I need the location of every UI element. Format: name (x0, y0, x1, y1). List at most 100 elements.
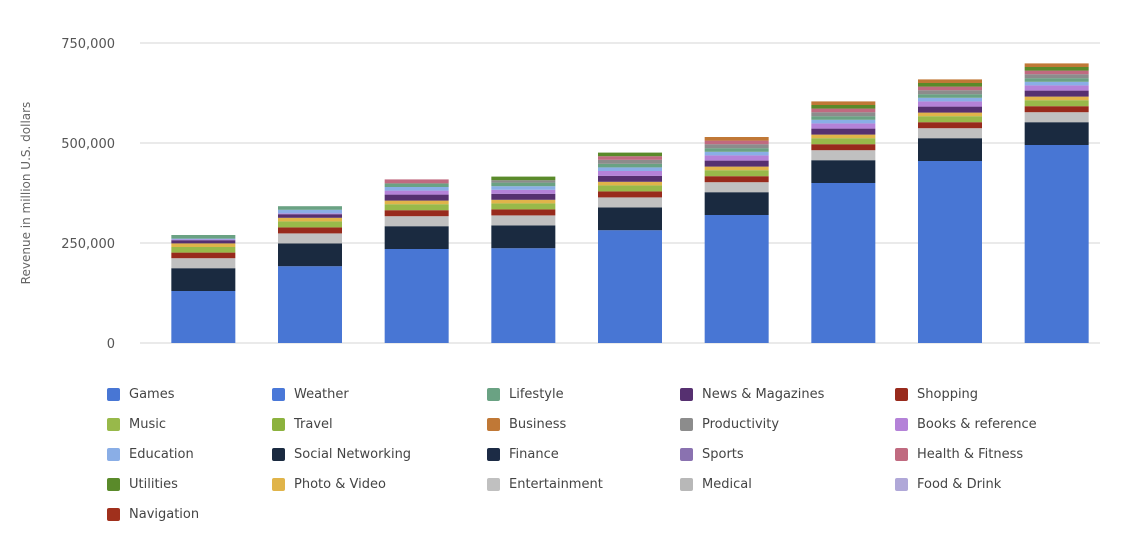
bar-segment-shopping[interactable] (1024, 106, 1089, 113)
bar-segment-books-reference[interactable] (598, 171, 662, 176)
legend-item[interactable]: Food & Drink (895, 474, 1095, 494)
legend-item[interactable]: Weather (272, 384, 487, 404)
bar-segment-music[interactable] (1024, 100, 1089, 107)
bar-segment-photo-video[interactable] (278, 217, 342, 222)
bar-segment-books-reference[interactable] (918, 101, 982, 107)
bar-segment-lifestyle[interactable] (598, 163, 662, 168)
bar-segment-social-networking[interactable] (491, 225, 556, 249)
bar-segment-photo-video[interactable] (704, 166, 769, 171)
legend-item[interactable]: Finance (487, 444, 680, 464)
bar-segment-games[interactable] (1024, 145, 1089, 343)
legend-item[interactable]: Health & Fitness (895, 444, 1095, 464)
bar-segment-news-magazines[interactable] (918, 106, 982, 113)
legend-item[interactable]: Productivity (680, 414, 895, 434)
bar-segment-photo-video[interactable] (811, 134, 876, 139)
bar-segment-entertainment[interactable] (278, 233, 342, 244)
bar-segment-music[interactable] (384, 204, 449, 211)
bar-segment-news-magazines[interactable] (598, 175, 662, 182)
bar-segment-news-magazines[interactable] (278, 214, 342, 218)
bar-segment-lifestyle[interactable] (704, 148, 769, 152)
bar-segment-utilities[interactable] (491, 176, 556, 181)
bar-segment-music[interactable] (811, 138, 876, 145)
bar-segment-books-reference[interactable] (1024, 85, 1089, 91)
bar-segment-games[interactable] (918, 161, 982, 343)
bar-segment-photo-video[interactable] (598, 181, 662, 186)
bar-segment-games[interactable] (384, 249, 449, 343)
bar-segment-social-networking[interactable] (171, 268, 236, 291)
bar-segment-entertainment[interactable] (811, 150, 876, 161)
bar-segment-entertainment[interactable] (1024, 112, 1089, 123)
bar-segment-education[interactable] (278, 209, 342, 214)
bar-segment-health-fitness[interactable] (1024, 70, 1089, 75)
bar-segment-music[interactable] (918, 116, 982, 123)
legend-item[interactable]: Books & reference (895, 414, 1095, 434)
bar-segment-productivity[interactable] (811, 112, 876, 117)
bar-segment-books-reference[interactable] (704, 155, 769, 161)
bar-segment-education[interactable] (918, 97, 982, 102)
bar-segment-news-magazines[interactable] (811, 128, 876, 135)
bar-segment-business[interactable] (811, 101, 876, 105)
bar-segment-social-networking[interactable] (811, 160, 876, 183)
bar-segment-utilities[interactable] (1024, 67, 1089, 71)
bar-segment-entertainment[interactable] (918, 128, 982, 139)
bar-segment-news-magazines[interactable] (491, 193, 556, 200)
bar-segment-news-magazines[interactable] (704, 160, 769, 167)
bar-segment-shopping[interactable] (811, 144, 876, 151)
legend-item[interactable]: Lifestyle (487, 384, 680, 404)
bar-segment-books-reference[interactable] (278, 213, 342, 215)
bar-segment-health-fitness[interactable] (918, 86, 982, 91)
bar-segment-lifestyle[interactable] (384, 183, 449, 187)
bar-segment-lifestyle[interactable] (811, 116, 876, 120)
bar-segment-business[interactable] (918, 79, 982, 83)
bar-segment-entertainment[interactable] (704, 182, 769, 193)
bar-segment-social-networking[interactable] (278, 243, 342, 267)
bar-segment-shopping[interactable] (278, 227, 342, 234)
bar-segment-education[interactable] (598, 167, 662, 171)
bar-segment-games[interactable] (811, 183, 876, 343)
bar-segment-health-fitness[interactable] (704, 140, 769, 145)
bar-segment-shopping[interactable] (918, 122, 982, 129)
bar-segment-news-magazines[interactable] (384, 194, 449, 201)
bar-segment-shopping[interactable] (384, 210, 449, 217)
bar-segment-health-fitness[interactable] (811, 108, 876, 113)
legend-item[interactable]: Photo & Video (272, 474, 487, 494)
bar-segment-health-fitness[interactable] (384, 179, 449, 184)
bar-segment-social-networking[interactable] (598, 207, 662, 231)
bar-segment-shopping[interactable] (491, 209, 556, 216)
bar-segment-education[interactable] (384, 187, 449, 191)
bar-segment-games[interactable] (171, 291, 236, 343)
bar-segment-news-magazines[interactable] (1024, 90, 1089, 97)
legend-item[interactable]: Medical (680, 474, 895, 494)
bar-segment-social-networking[interactable] (384, 226, 449, 249)
bar-segment-books-reference[interactable] (384, 190, 449, 195)
bar-segment-education[interactable] (811, 119, 876, 124)
bar-segment-productivity[interactable] (918, 90, 982, 95)
legend-item[interactable]: Navigation (107, 504, 272, 524)
bar-segment-games[interactable] (491, 248, 556, 343)
bar-segment-shopping[interactable] (598, 191, 662, 198)
legend-item[interactable]: Travel (272, 414, 487, 434)
legend-item[interactable]: Shopping (895, 384, 1095, 404)
bar-segment-lifestyle[interactable] (1024, 78, 1089, 82)
bar-segment-games[interactable] (278, 266, 342, 343)
bar-segment-utilities[interactable] (598, 152, 662, 157)
bar-segment-education[interactable] (491, 186, 556, 190)
legend-item[interactable]: News & Magazines (680, 384, 895, 404)
bar-segment-lifestyle[interactable] (171, 235, 236, 239)
bar-segment-business[interactable] (704, 137, 769, 141)
bar-segment-photo-video[interactable] (384, 200, 449, 205)
bar-segment-utilities[interactable] (811, 105, 876, 109)
legend-item[interactable]: Sports (680, 444, 895, 464)
bar-segment-productivity[interactable] (491, 180, 556, 183)
bar-segment-shopping[interactable] (171, 252, 236, 259)
bar-segment-education[interactable] (171, 238, 236, 240)
bar-segment-books-reference[interactable] (491, 189, 556, 194)
bar-segment-productivity[interactable] (1024, 74, 1089, 79)
bar-segment-entertainment[interactable] (384, 216, 449, 227)
bar-segment-games[interactable] (704, 215, 769, 343)
bar-segment-books-reference[interactable] (171, 239, 236, 241)
bar-segment-entertainment[interactable] (491, 215, 556, 226)
bar-segment-music[interactable] (278, 221, 342, 228)
bar-segment-lifestyle[interactable] (918, 94, 982, 98)
bar-segment-entertainment[interactable] (598, 197, 662, 208)
